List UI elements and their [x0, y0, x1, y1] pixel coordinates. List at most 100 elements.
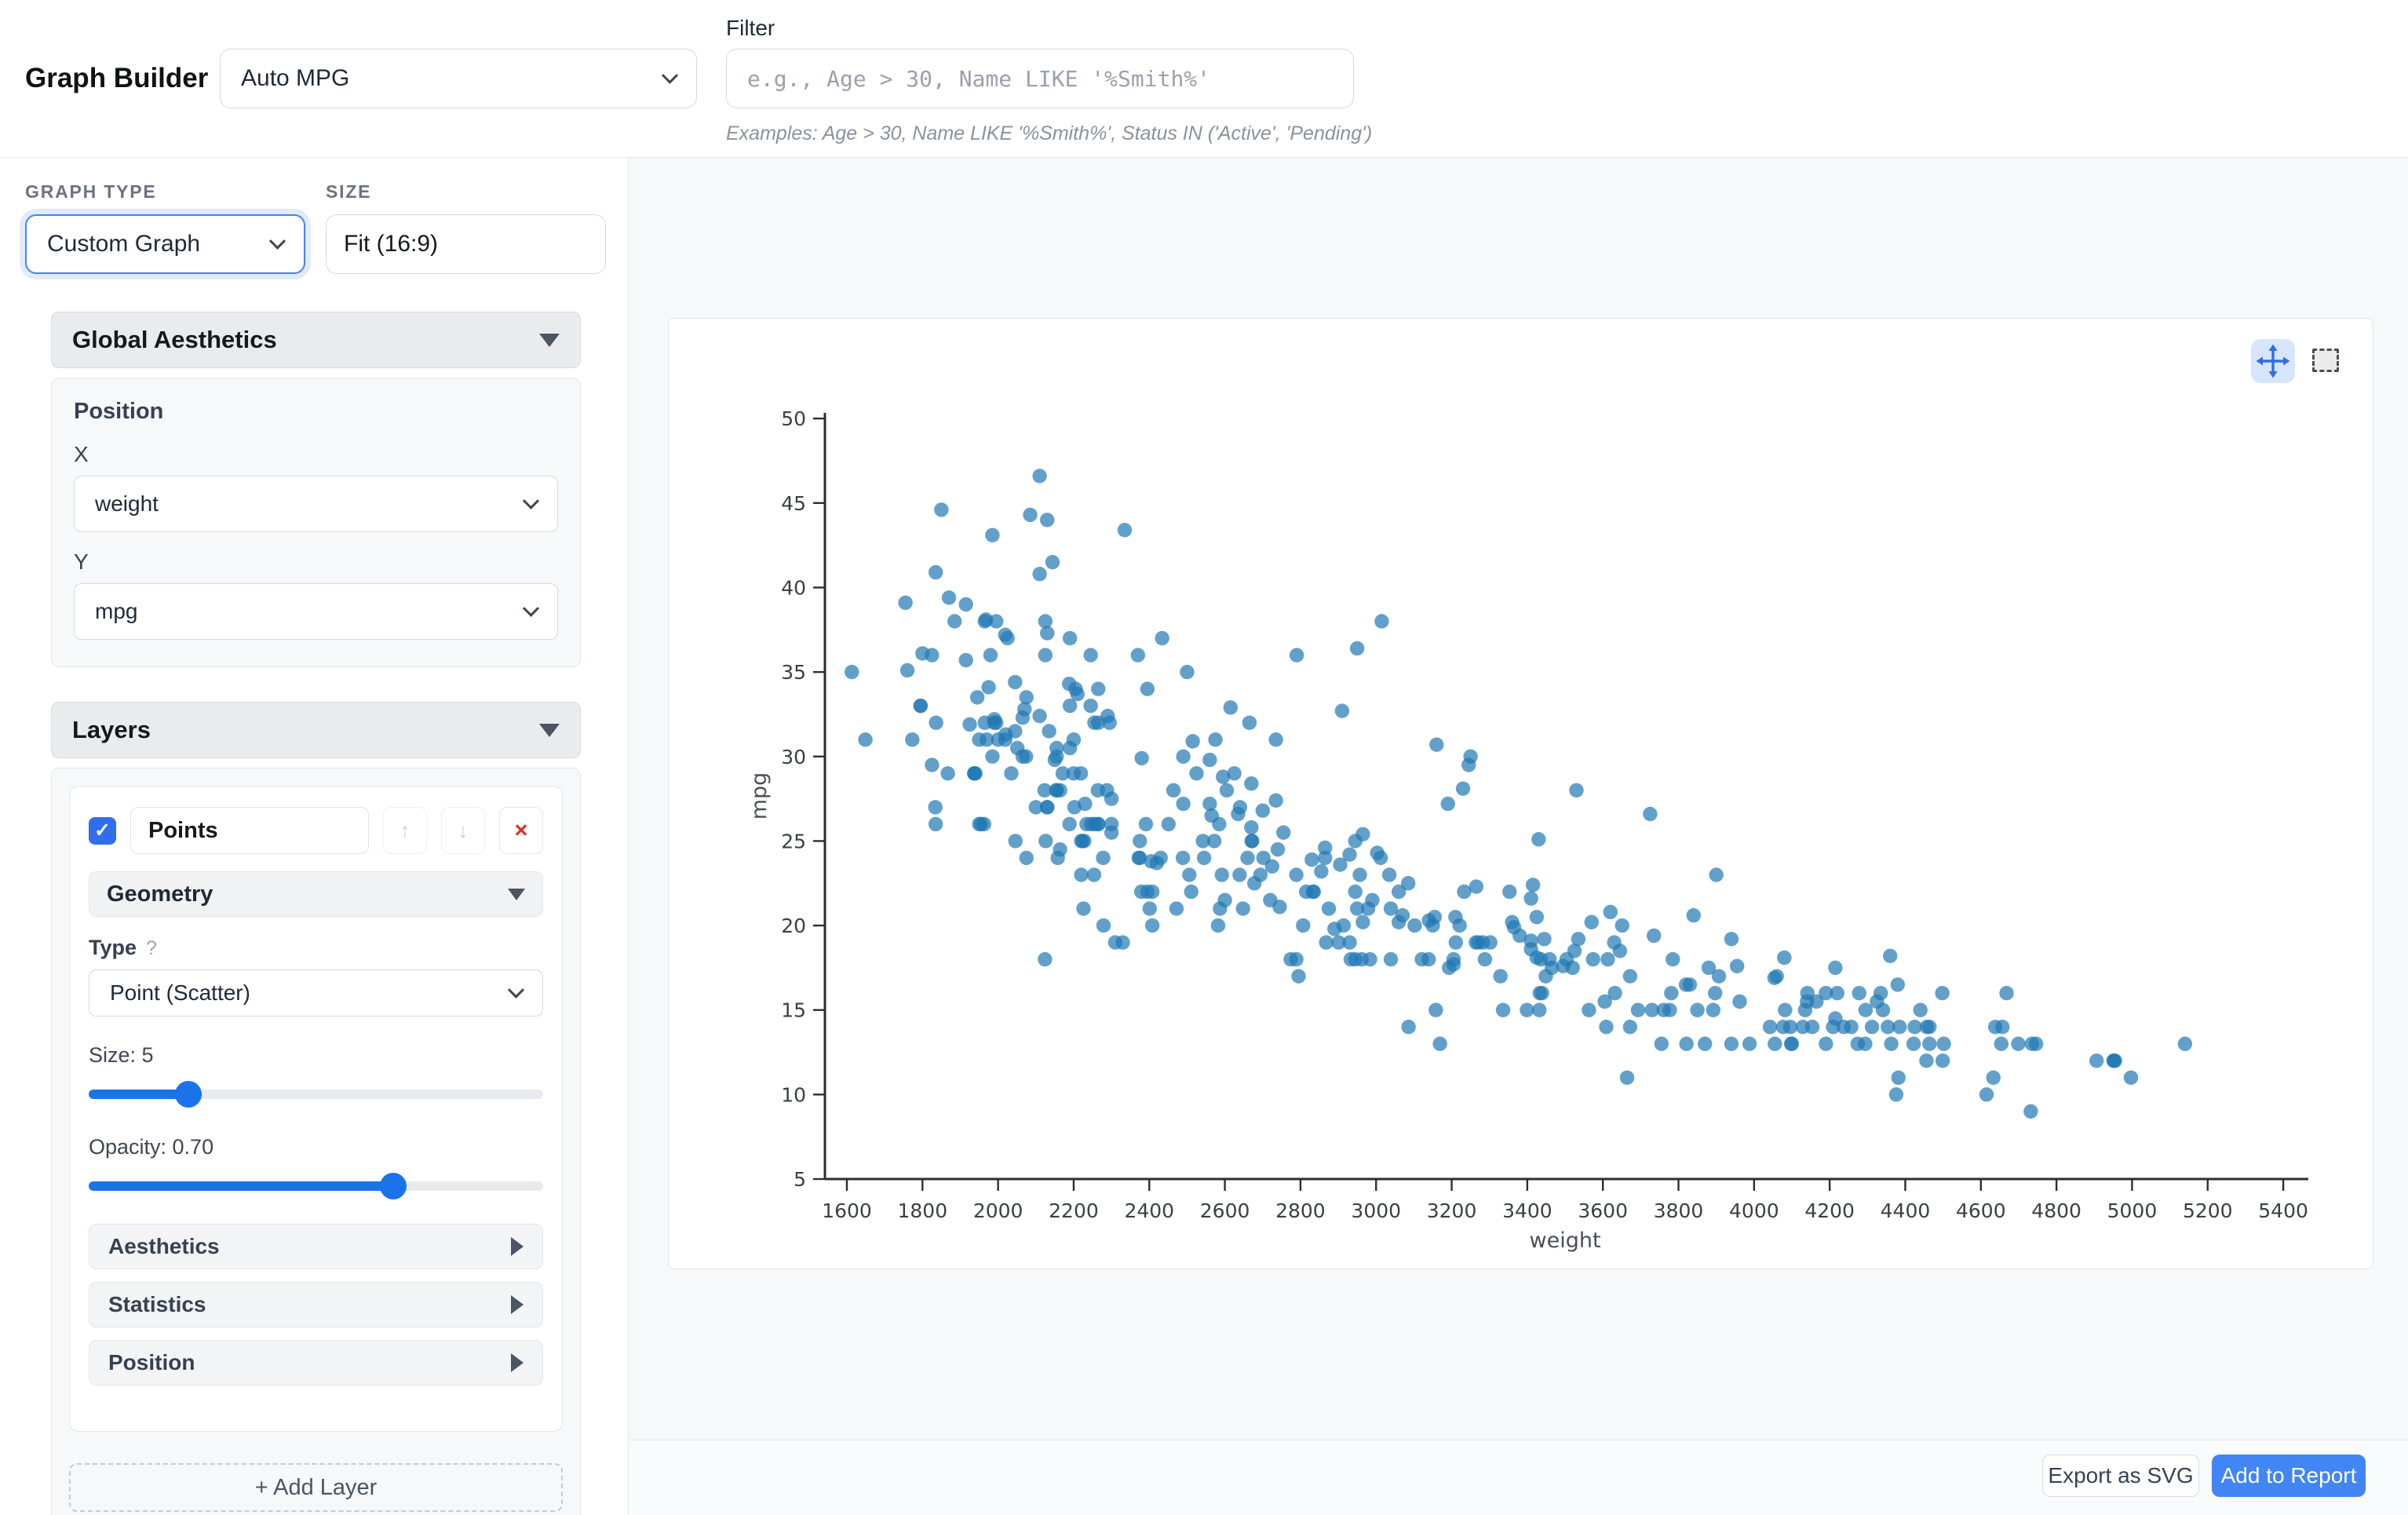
svg-text:3400: 3400	[1502, 1199, 1552, 1222]
position-label: Position	[74, 399, 558, 425]
layers-title: Layers	[72, 716, 151, 744]
x-field-value: weight	[95, 491, 159, 517]
move-layer-down-button[interactable]: ↓	[441, 807, 485, 854]
svg-text:4800: 4800	[2031, 1199, 2081, 1222]
move-icon	[2252, 340, 2294, 382]
add-to-report-button[interactable]: Add to Report	[2212, 1455, 2366, 1497]
geometry-type-value: Point (Scatter)	[110, 980, 250, 1006]
svg-text:20: 20	[781, 914, 806, 937]
size-slider-thumb[interactable]	[175, 1081, 202, 1108]
svg-text:2800: 2800	[1275, 1199, 1326, 1222]
svg-text:50: 50	[781, 407, 806, 430]
svg-text:5: 5	[794, 1168, 806, 1191]
opacity-slider-label: Opacity: 0.70	[89, 1135, 543, 1159]
position-section-header[interactable]: Position	[89, 1340, 543, 1385]
caret-right-icon	[511, 1353, 524, 1372]
svg-text:45: 45	[781, 492, 806, 515]
chevron-down-icon	[523, 492, 539, 509]
size-slider-label: Size: 5	[89, 1043, 543, 1068]
svg-text:5000: 5000	[2107, 1199, 2158, 1222]
caret-down-icon	[539, 334, 560, 347]
add-layer-button[interactable]: + Add Layer	[69, 1463, 563, 1512]
svg-text:1600: 1600	[822, 1199, 872, 1222]
delete-layer-button[interactable]: ×	[499, 807, 543, 854]
filter-input[interactable]	[726, 49, 1354, 108]
layer-name-input[interactable]	[130, 807, 369, 854]
svg-text:3200: 3200	[1427, 1199, 1477, 1222]
caret-right-icon	[511, 1237, 524, 1256]
svg-text:10: 10	[781, 1083, 806, 1106]
chart-canvas[interactable]: 1600180020002200240026002800300032003400…	[669, 319, 2374, 1270]
svg-text:25: 25	[781, 830, 806, 852]
layers-header[interactable]: Layers	[51, 702, 581, 758]
move-layer-up-button[interactable]: ↑	[383, 807, 427, 854]
box-select-tool-button[interactable]	[2308, 342, 2344, 378]
chevron-down-icon	[662, 67, 678, 83]
canvas-footer: Export as SVG Add to Report	[629, 1440, 2408, 1515]
svg-text:5400: 5400	[2258, 1199, 2308, 1222]
chart-card: 1600180020002200240026002800300032003400…	[668, 318, 2373, 1269]
sidebar: GRAPH TYPE Custom Graph SIZE Global Aest…	[0, 158, 629, 1515]
filter-examples: Examples: Age > 30, Name LIKE '%Smith%',…	[726, 122, 1372, 145]
opacity-slider-thumb[interactable]	[380, 1173, 407, 1199]
global-aesthetics-title: Global Aesthetics	[72, 326, 277, 354]
layer-enabled-checkbox[interactable]: ✓	[89, 817, 116, 845]
size-input[interactable]	[326, 214, 606, 274]
global-aesthetics-header[interactable]: Global Aesthetics	[51, 312, 581, 368]
main-canvas-area: 1600180020002200240026002800300032003400…	[629, 158, 2408, 1515]
svg-text:35: 35	[781, 661, 806, 684]
y-field-select[interactable]: mpg	[74, 583, 558, 640]
graph-type-value: Custom Graph	[47, 231, 200, 257]
opacity-slider[interactable]	[89, 1172, 543, 1200]
svg-text:2600: 2600	[1200, 1199, 1250, 1222]
svg-text:4600: 4600	[1956, 1199, 2006, 1222]
svg-text:3800: 3800	[1654, 1199, 1704, 1222]
aesthetics-section-header[interactable]: Aesthetics	[89, 1224, 543, 1269]
dataset-select-value: Auto MPG	[241, 65, 349, 92]
layers-panel: ✓ ↑ ↓ × Geometry Type? Point (Scatter)	[51, 768, 581, 1515]
svg-text:weight: weight	[1530, 1228, 1601, 1253]
type-label: Type?	[89, 936, 543, 960]
filter-label: Filter	[726, 16, 775, 41]
size-slider[interactable]	[89, 1080, 543, 1108]
x-label: X	[74, 442, 558, 467]
global-aesthetics-panel: Position X weight Y mpg	[51, 378, 581, 667]
export-svg-button[interactable]: Export as SVG	[2042, 1455, 2199, 1497]
svg-text:3000: 3000	[1351, 1199, 1401, 1222]
dataset-select[interactable]: Auto MPG	[220, 49, 697, 108]
svg-text:5200: 5200	[2183, 1199, 2233, 1222]
svg-text:40: 40	[781, 576, 806, 599]
y-field-value: mpg	[95, 599, 137, 624]
y-label: Y	[74, 549, 558, 575]
svg-text:4000: 4000	[1729, 1199, 1779, 1222]
box-select-icon	[2312, 349, 2339, 372]
help-icon[interactable]: ?	[146, 937, 157, 959]
layer-card: ✓ ↑ ↓ × Geometry Type? Point (Scatter)	[69, 786, 563, 1432]
opacity-slider-fill	[89, 1181, 393, 1191]
caret-down-icon	[508, 889, 525, 900]
geometry-section-header[interactable]: Geometry	[89, 871, 543, 917]
svg-text:3600: 3600	[1578, 1199, 1628, 1222]
chevron-down-icon	[523, 600, 539, 616]
svg-text:15: 15	[781, 999, 806, 1022]
svg-text:mpg: mpg	[747, 772, 772, 820]
svg-text:1800: 1800	[898, 1199, 948, 1222]
svg-text:2200: 2200	[1049, 1199, 1099, 1222]
geometry-title: Geometry	[107, 882, 213, 907]
svg-text:30: 30	[781, 746, 806, 768]
geometry-type-select[interactable]: Point (Scatter)	[89, 969, 543, 1017]
graph-type-select[interactable]: Custom Graph	[25, 214, 305, 274]
page-title: Graph Builder	[25, 63, 208, 94]
chevron-down-icon	[508, 981, 524, 998]
x-field-select[interactable]: weight	[74, 476, 558, 532]
svg-text:2400: 2400	[1124, 1199, 1174, 1222]
app-header: Graph Builder Auto MPG Filter Examples: …	[0, 0, 2408, 158]
chevron-down-icon	[269, 232, 286, 249]
pan-tool-button[interactable]	[2251, 339, 2295, 383]
graph-type-label: GRAPH TYPE	[25, 181, 305, 203]
svg-text:4400: 4400	[1881, 1199, 1931, 1222]
statistics-section-header[interactable]: Statistics	[89, 1282, 543, 1327]
size-label: SIZE	[326, 181, 606, 203]
caret-down-icon	[539, 724, 560, 737]
svg-text:4200: 4200	[1804, 1199, 1855, 1222]
